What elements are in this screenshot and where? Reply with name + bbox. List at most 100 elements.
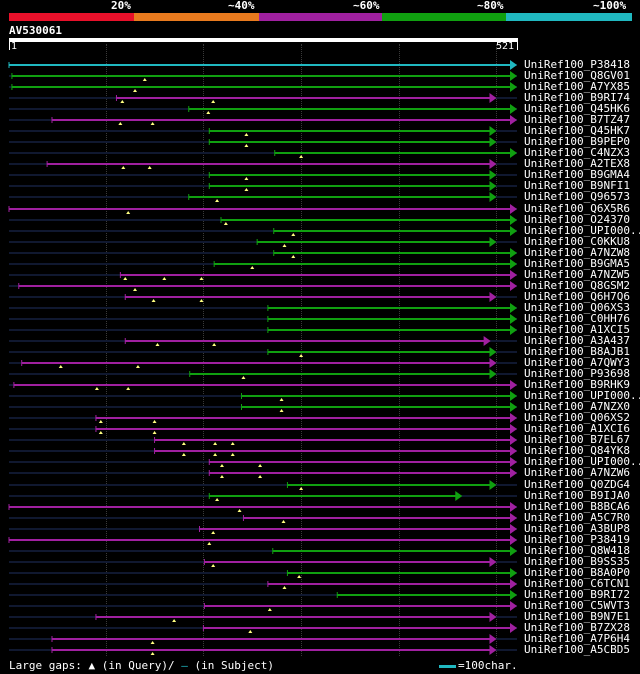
hit-label[interactable]: UniRef100_C4NZX3 [524,146,630,159]
query-gap-icon [299,487,304,490]
hit-label[interactable]: UniRef100_A7NZW8 [524,246,630,259]
hit-label[interactable]: UniRef100_A3BUP8 [524,522,630,535]
hit-label[interactable]: UniRef100_B7TZ47 [524,113,630,126]
hit-label[interactable]: UniRef100_A5C7R0 [524,511,630,524]
legend-subject-gap-icon: — [181,659,188,672]
hit-label[interactable]: UniRef100_B8BCA6 [524,500,630,513]
hit-label[interactable]: UniRef100_Q6X5R6 [524,202,630,215]
hit-label[interactable]: UniRef100_B9NFI1 [524,179,630,192]
hit-arrow-icon [483,336,491,346]
hit-label[interactable]: UniRef100_C5WVT3 [524,599,630,612]
hit-label[interactable]: UniRef100_UPI000.. [524,389,640,402]
hit-label[interactable]: UniRef100_A7YX85 [524,80,630,93]
ruler-start-label: 1 [11,41,18,52]
hit-label[interactable]: UniRef100_A7NZW5 [524,268,630,281]
hit-label[interactable]: UniRef100_Q45HK6 [524,102,630,115]
legend-scale-text: =100char. [458,659,518,672]
query-gap-icon [244,133,249,136]
hit-label[interactable]: UniRef100_Q8GSM2 [524,279,630,292]
ruler-start-tick [9,42,10,50]
hit-label[interactable]: UniRef100_A7P6H4 [524,632,630,645]
hit-label[interactable]: UniRef100_P38418 [524,58,630,71]
hit-label[interactable]: UniRef100_P38419 [524,533,630,546]
hit-arrow-icon [510,435,517,445]
hit-arrow-icon [510,303,517,313]
query-gap-icon [215,498,220,501]
hit-label[interactable]: UniRef100_A3A437 [524,334,630,347]
hit-label[interactable]: UniRef100_B9RHK9 [524,378,630,391]
hit-arrow-icon [510,314,517,324]
hit-label[interactable]: UniRef100_Q8W418 [524,544,630,557]
hit-arrow-icon [489,237,497,247]
query-gap-icon [151,299,156,302]
query-gap-icon [142,78,147,81]
hit-label[interactable]: UniRef100_B9PEP0 [524,135,630,148]
hit-label[interactable]: UniRef100_C0KKU8 [524,235,630,248]
hit-label[interactable]: UniRef100_C0HH76 [524,312,630,325]
hit-label[interactable]: UniRef100_B9GMA4 [524,168,630,181]
hit-label[interactable]: UniRef100_C6TCN1 [524,577,630,590]
hit-label[interactable]: UniRef100_B9SS35 [524,555,630,568]
query-gap-icon [135,365,140,368]
query-gap-icon [147,166,152,169]
hit-label[interactable]: UniRef100_Q6H7Q6 [524,290,630,303]
hit-label[interactable]: UniRef100_UPI000.. [524,224,640,237]
hit-arrow-icon [510,402,517,412]
hit-arrow-icon [489,634,497,644]
hit-label[interactable]: UniRef100_B9N7E1 [524,610,630,623]
hit-label[interactable]: UniRef100_B9GMA5 [524,257,630,270]
hit-label[interactable]: UniRef100_B9RI72 [524,588,630,601]
hit-arrow-icon [510,590,517,600]
hit-label[interactable]: UniRef100_A1XCI6 [524,422,630,435]
hit-label[interactable]: UniRef100_B9RI74 [524,91,630,104]
hit-label[interactable]: UniRef100_P93698 [524,367,630,380]
query-gap-icon [152,431,157,434]
hit-label[interactable]: UniRef100_Q06XS2 [524,411,630,424]
hit-label[interactable]: UniRef100_UPI000.. [524,455,640,468]
legend-query-text: (in Query)/ [101,659,175,672]
hit-arrow-icon [489,612,497,622]
query-gap-icon [230,442,235,445]
hit-label[interactable]: UniRef100_B7ZX28 [524,621,630,634]
hit-arrow-icon [510,226,517,236]
query-gap-icon [211,100,216,103]
grid-line [203,44,204,656]
scale-segment-cyan [506,13,632,21]
query-gap-icon [212,343,217,346]
query-gap-icon [199,299,204,302]
hit-label[interactable]: UniRef100_Q8GV01 [524,69,630,82]
hit-label[interactable]: UniRef100_A1XCI5 [524,323,630,336]
hit-label[interactable]: UniRef100_B9IJA0 [524,489,630,502]
hit-arrow-icon [489,126,497,136]
hit-label[interactable]: UniRef100_O24370 [524,213,630,226]
hit-label[interactable]: UniRef100_Q84YK8 [524,444,630,457]
hit-arrow-icon [510,513,517,523]
hit-arrow-icon [510,204,517,214]
hit-arrow-icon [489,358,497,368]
query-gap-icon [133,288,138,291]
query-gap-icon [162,277,167,280]
query-gap-icon [98,431,103,434]
hit-arrow-icon [510,270,517,280]
hit-label[interactable]: UniRef100_A2TEX8 [524,157,630,170]
ruler-end-label: 521 [496,41,515,52]
hit-label[interactable]: UniRef100_B8A0P0 [524,566,630,579]
pct-label-80: ~80% [477,0,504,12]
hit-label[interactable]: UniRef100_B7EL67 [524,433,630,446]
hit-label[interactable]: UniRef100_A7NZX0 [524,400,630,413]
hit-label[interactable]: UniRef100_A7NZW6 [524,466,630,479]
hit-arrow-icon [510,115,517,125]
hit-label[interactable]: UniRef100_B8AJB1 [524,345,630,358]
scale-segment-red [9,13,134,21]
hit-arrow-icon [510,281,517,291]
hit-label[interactable]: UniRef100_Q96573 [524,190,630,203]
hit-label[interactable]: UniRef100_Q0ZDG4 [524,478,630,491]
pct-label-60: ~60% [353,0,380,12]
query-gap-icon [199,277,204,280]
legend-scale-bar [439,665,456,668]
hit-label[interactable]: UniRef100_Q06XS3 [524,301,630,314]
query-gap-icon [291,255,296,258]
hit-label[interactable]: UniRef100_Q45HK7 [524,124,630,137]
hit-label[interactable]: UniRef100_A5CBD5 [524,643,630,656]
hit-label[interactable]: UniRef100_A7QWY3 [524,356,630,369]
